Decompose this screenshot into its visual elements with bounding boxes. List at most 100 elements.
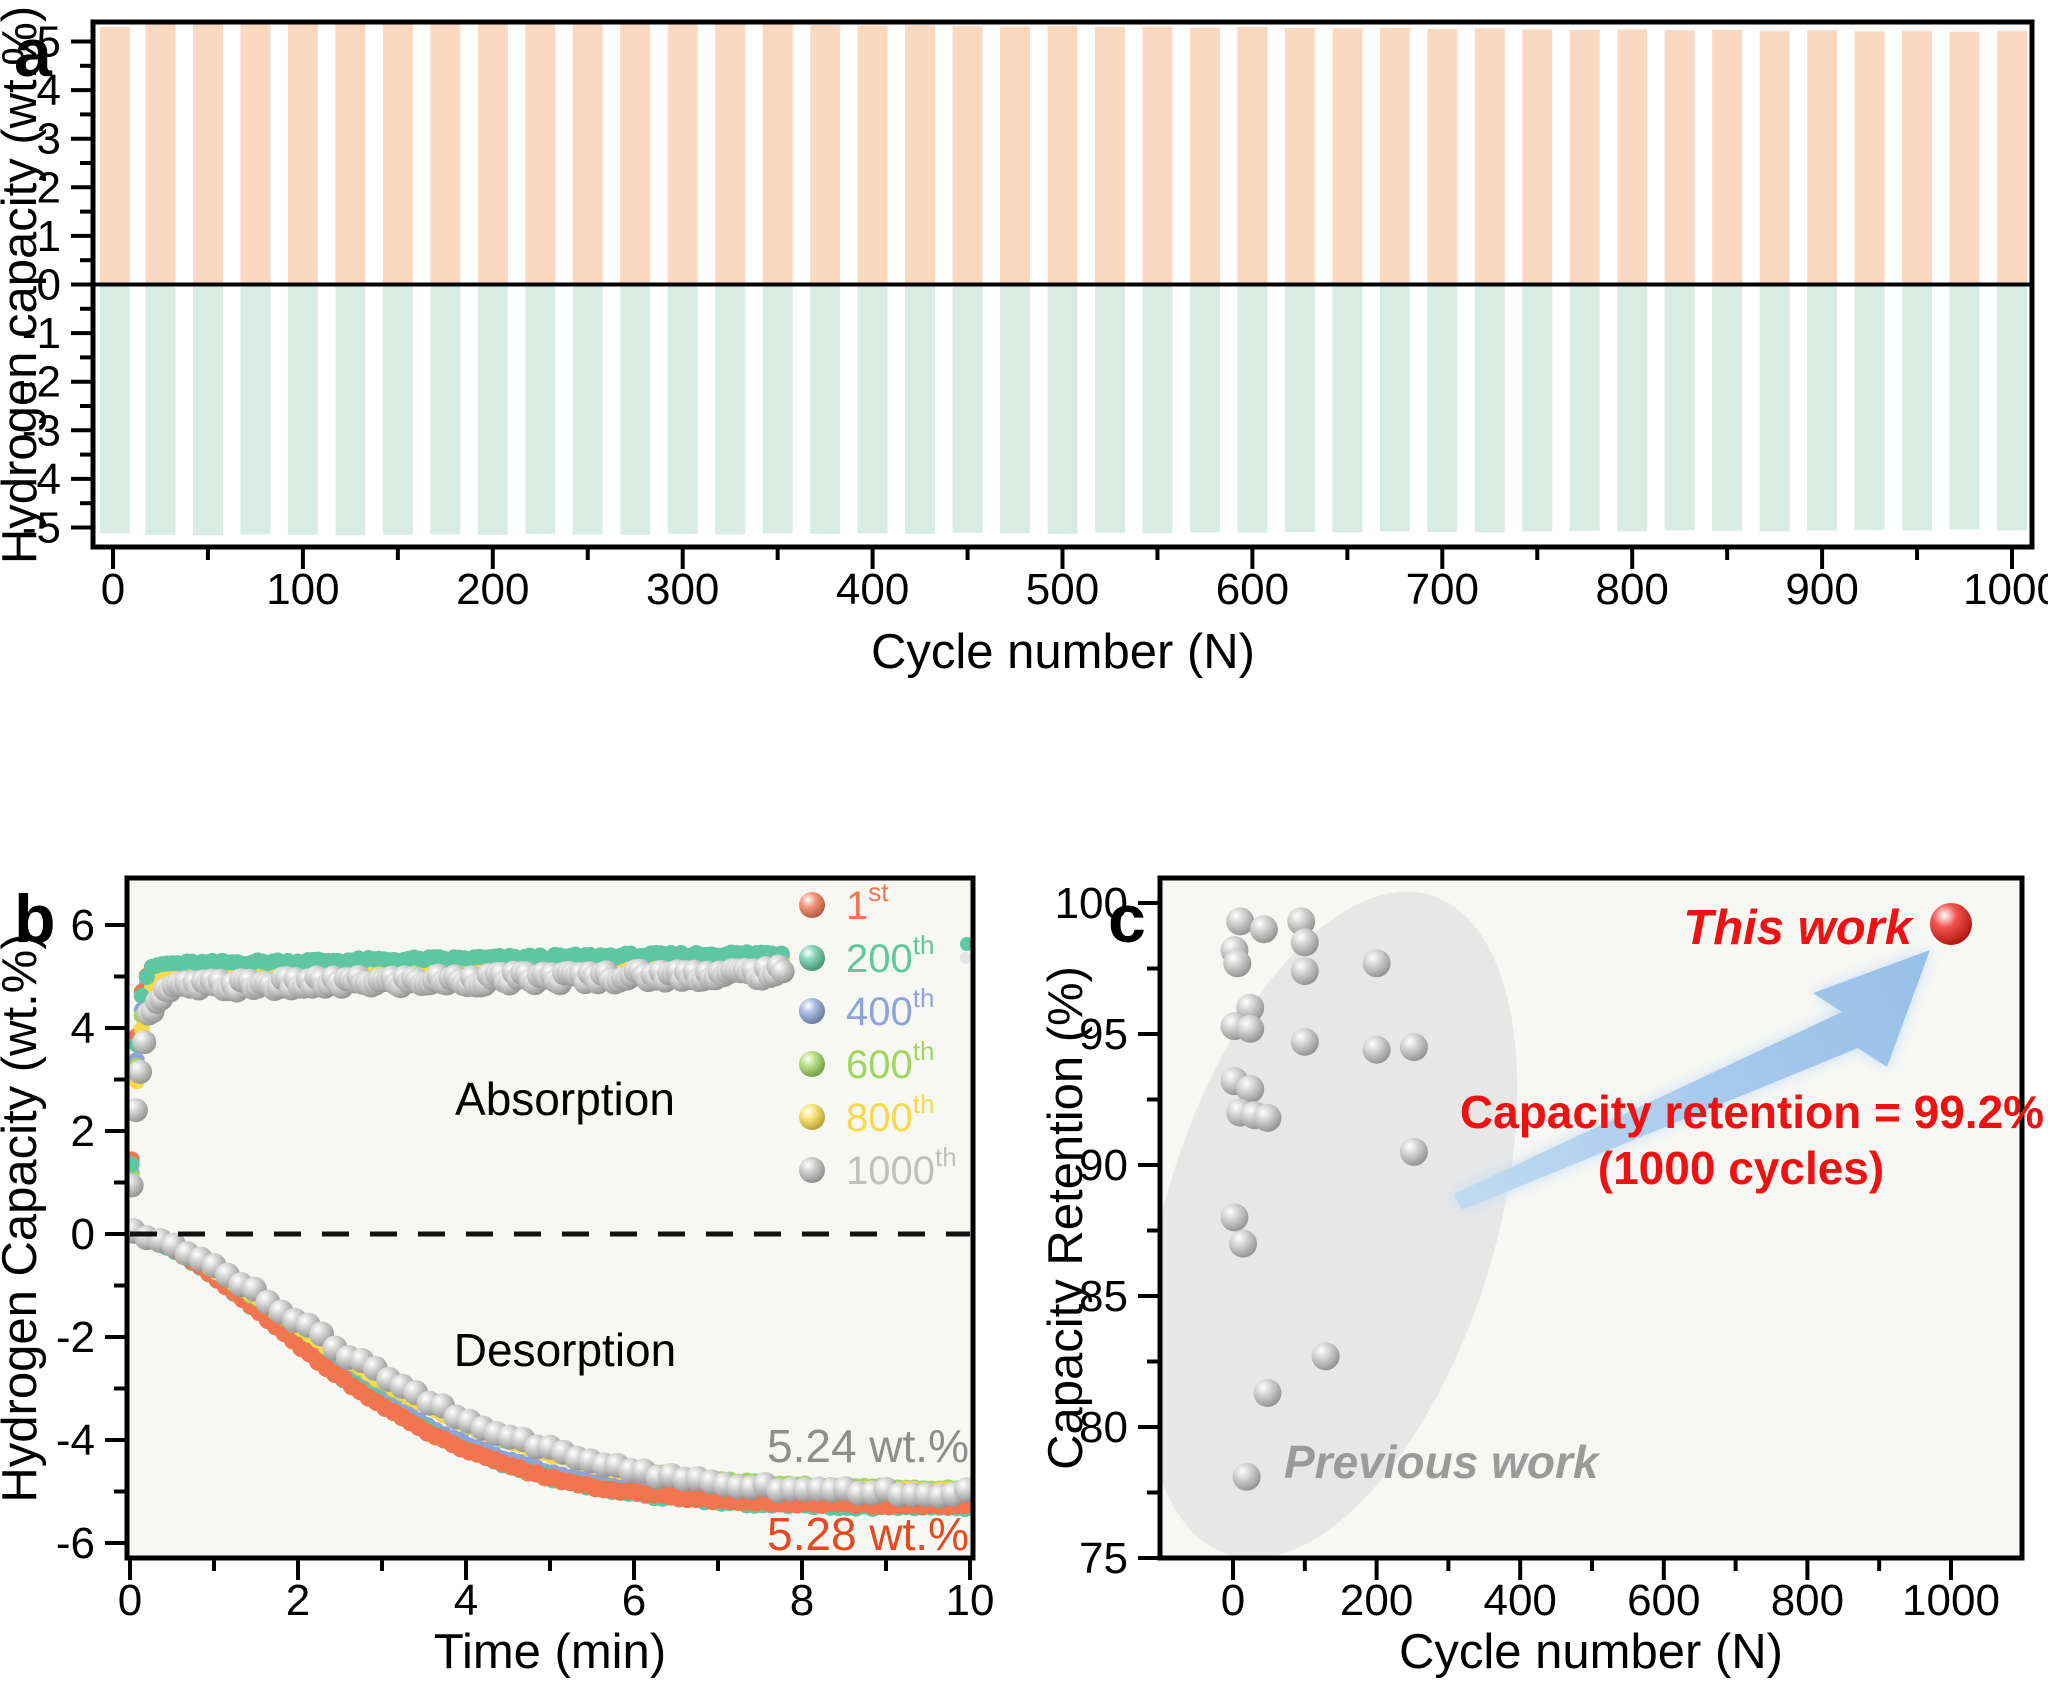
legend-marker-icon bbox=[799, 998, 825, 1024]
x-tick-label: 700 bbox=[1406, 565, 1479, 614]
x-tick-label: 0 bbox=[1221, 1576, 1245, 1625]
absorption-bar bbox=[905, 24, 936, 285]
absorption-bar bbox=[1997, 30, 2027, 285]
y-tick-label: 6 bbox=[71, 901, 95, 950]
data-marker bbox=[954, 1477, 973, 1503]
legend-label: 800th bbox=[846, 1089, 934, 1140]
absorption-bar bbox=[1474, 28, 1505, 285]
absorption-bar bbox=[1000, 26, 1031, 285]
desorption-bar bbox=[1427, 284, 1458, 532]
x-tick-label: 800 bbox=[1771, 1576, 1844, 1625]
previous-work-marker bbox=[1249, 915, 1278, 944]
absorption-bar bbox=[762, 24, 793, 285]
desorption-bar bbox=[287, 284, 318, 535]
x-tick-label: 2 bbox=[286, 1576, 310, 1625]
desorption-bar bbox=[572, 284, 603, 535]
desorption-bar bbox=[1237, 284, 1268, 533]
gray-capacity-value: 5.24 wt.% bbox=[767, 1420, 969, 1472]
y-tick-label: 0 bbox=[37, 261, 61, 310]
previous-work-marker bbox=[1220, 1203, 1249, 1232]
absorption-bar bbox=[1094, 26, 1125, 285]
data-marker bbox=[127, 1098, 148, 1123]
previous-work-marker bbox=[1311, 1342, 1340, 1371]
desorption-bar bbox=[1000, 284, 1031, 534]
y-tick-label: 2 bbox=[71, 1107, 95, 1156]
previous-work-marker bbox=[1290, 957, 1319, 986]
absorption-annotation: Absorption bbox=[455, 1073, 675, 1125]
panel-b-axes: 0 2 4 6 8 10 -6 -4 -2 0 2 4 6 bbox=[56, 875, 994, 1625]
panel-c-label: c bbox=[1108, 881, 1146, 957]
legend-marker-icon bbox=[799, 892, 825, 918]
previous-work-marker bbox=[1362, 949, 1391, 978]
desorption-bar bbox=[335, 284, 366, 536]
desorption-bar bbox=[1474, 284, 1505, 533]
panel-a-xaxis-title: Cycle number (N) bbox=[871, 625, 1255, 679]
desorption-bar bbox=[905, 284, 936, 534]
this-work-marker bbox=[1930, 902, 1972, 945]
legend-item-1st: 1st bbox=[799, 877, 889, 928]
previous-work-marker bbox=[1229, 1229, 1258, 1258]
panel-a-label: a bbox=[14, 15, 53, 91]
legend-item-800th: 800th bbox=[799, 1089, 934, 1140]
previous-work-marker bbox=[1290, 928, 1319, 957]
panel-b-series bbox=[127, 937, 973, 1518]
panel-b-chart: 0 2 4 6 8 10 -6 -4 -2 0 2 4 6 1st200th400th600th800t… bbox=[0, 875, 994, 1679]
axis-ticks: 0 200 400 600 800 1000 75 80 85 90 95 100 bbox=[1055, 879, 2000, 1625]
desorption-bar bbox=[952, 284, 983, 533]
desorption-bar bbox=[1522, 284, 1553, 532]
absorption-bar bbox=[335, 22, 366, 285]
absorption-bar bbox=[99, 26, 130, 285]
desorption-bar bbox=[857, 284, 888, 534]
desorption-bar bbox=[1047, 284, 1078, 534]
x-tick-label: 0 bbox=[101, 565, 125, 614]
previous-work-marker bbox=[1362, 1035, 1391, 1064]
previous-work-marker bbox=[1226, 907, 1255, 936]
desorption-bar bbox=[192, 284, 223, 536]
x-tick-label: 8 bbox=[790, 1576, 814, 1625]
y-tick-label: -4 bbox=[22, 455, 61, 504]
previous-work-marker bbox=[1223, 949, 1252, 978]
absorption-bar bbox=[1949, 31, 1980, 285]
legend-label: 600th bbox=[846, 1036, 934, 1087]
y-tick-label: 75 bbox=[1079, 1534, 1128, 1583]
x-tick-label: 200 bbox=[1340, 1576, 1413, 1625]
desorption-series-1000th bbox=[127, 1218, 973, 1509]
absorption-bar bbox=[667, 23, 698, 285]
legend-item-200th: 200th bbox=[799, 930, 934, 981]
this-work-point bbox=[1930, 902, 1972, 945]
previous-work-ellipse bbox=[1160, 891, 1518, 1558]
panel-b-label: b bbox=[14, 881, 56, 957]
y-tick-label: 2 bbox=[37, 163, 61, 212]
y-tick-label: 4 bbox=[37, 66, 61, 115]
desorption-bar bbox=[810, 284, 841, 534]
y-tick-label: 3 bbox=[37, 115, 61, 164]
x-tick-label: 800 bbox=[1595, 565, 1668, 614]
y-tick-label: -2 bbox=[22, 358, 61, 407]
absorption-bar bbox=[1379, 27, 1410, 285]
panel-c-plot-area bbox=[1160, 891, 1972, 1558]
desorption-bar bbox=[1569, 284, 1600, 531]
absorption-bar bbox=[382, 22, 413, 285]
absorption-bar bbox=[192, 23, 223, 285]
absorption-bar bbox=[1854, 31, 1885, 285]
red-capacity-value: 5.28 wt.% bbox=[767, 1508, 969, 1560]
previous-work-label: Previous work bbox=[1284, 1436, 1601, 1488]
absorption-bar bbox=[952, 25, 983, 285]
y-tick-label: 90 bbox=[1079, 1141, 1128, 1190]
x-tick-label: 900 bbox=[1785, 565, 1858, 614]
panel-a-axes: 0 100 200 300 400 500 600 700 800 900 1000 -5-4-3-2… bbox=[22, 18, 2048, 615]
this-work-label: This work bbox=[1683, 901, 1914, 955]
previous-work-marker bbox=[1236, 1014, 1265, 1043]
desorption-bar bbox=[1854, 284, 1885, 530]
previous-work-marker bbox=[1236, 1075, 1265, 1104]
desorption-bar bbox=[1759, 284, 1790, 532]
previous-work-marker bbox=[1290, 1027, 1319, 1056]
absorption-series-1000th bbox=[127, 954, 795, 1198]
legend-marker-icon bbox=[799, 1104, 825, 1130]
absorption-bar bbox=[1712, 29, 1743, 285]
y-tick-label: -3 bbox=[22, 406, 61, 455]
panel-a-chart: 0 100 200 300 400 500 600 700 800 900 1000 -5-4-3-2… bbox=[0, 6, 2048, 679]
